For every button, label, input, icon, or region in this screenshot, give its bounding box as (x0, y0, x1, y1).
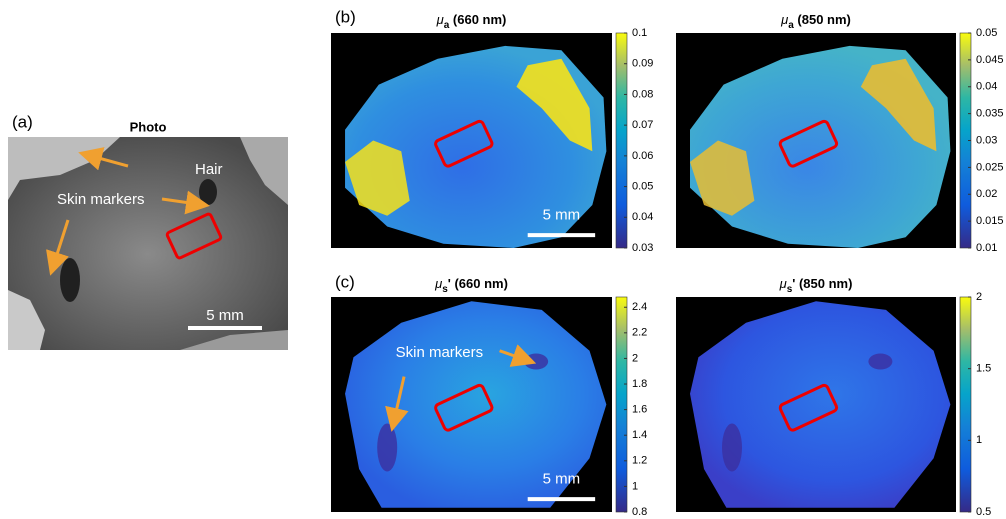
colorbar-tick-label: 0.05 (976, 27, 997, 39)
colorbar-tick-label: 2 (632, 352, 638, 364)
colorbar-tick-label: 1.8 (632, 378, 647, 390)
annotation: Skin markers (57, 191, 145, 208)
title-suffix: (850 nm) (794, 12, 851, 27)
colorbar-tick-label: 0.03 (632, 242, 653, 254)
colorbar-tick-label: 1.6 (632, 404, 647, 416)
marker-spot (868, 354, 892, 370)
figure: (a) Photo Hair Skin markers 5 mm (b) (c)… (0, 0, 1006, 519)
title-symbol: μ (434, 276, 442, 291)
colorbar (616, 297, 627, 512)
colorbar-tick-label: 0.08 (632, 88, 653, 100)
map-title: μs' (850 nm) (779, 276, 853, 294)
colorbar-tick-label: 0.03 (976, 134, 997, 146)
map-title: μa (850 nm) (780, 12, 851, 30)
panel-label: (b) (335, 7, 356, 26)
title-symbol: μ (436, 12, 444, 27)
title-suffix: (660 nm) (449, 12, 506, 27)
colorbar-tick-label: 0.025 (976, 161, 1004, 173)
colorbar-tick-label: 1.5 (976, 363, 991, 375)
colorbar (616, 33, 627, 248)
colorbar-tick-label: 0.02 (976, 188, 997, 200)
colorbar-tick-label: 0.015 (976, 215, 1004, 227)
scale-bar-label: 5 mm (206, 307, 244, 324)
page: (a) Photo Hair Skin markers 5 mm (b) (c)… (0, 0, 1006, 519)
photo (8, 137, 288, 350)
colorbar-tick-label: 0.8 (632, 506, 647, 518)
scale-bar-label: 5 mm (543, 471, 581, 488)
heatmap (676, 33, 956, 248)
colorbar-tick-label: 0.045 (976, 54, 1004, 66)
scale-bar-label: 5 mm (543, 207, 581, 224)
map-title: μs' (660 nm) (434, 276, 508, 294)
title-suffix: ' (660 nm) (448, 276, 508, 291)
colorbar-tick-label: 2.2 (632, 327, 647, 339)
colorbar-tick-label: 1 (976, 434, 982, 446)
marker-spot (722, 424, 742, 472)
colorbar-tick-label: 0.06 (632, 150, 653, 162)
title-symbol: μ (779, 276, 787, 291)
colorbar-tick-label: 0.035 (976, 108, 1004, 120)
colorbar-tick-label: 1 (632, 480, 638, 492)
colorbar-tick-label: 1.4 (632, 429, 647, 441)
colorbar-tick-label: 0.1 (632, 27, 647, 39)
colorbar-tick-label: 1.2 (632, 455, 647, 467)
marker-spot (377, 424, 397, 472)
colorbar-tick-label: 0.09 (632, 58, 653, 70)
colorbar-tick-label: 0.04 (632, 211, 653, 223)
panel-label: (c) (335, 272, 355, 291)
panel-label: (a) (12, 112, 33, 131)
title-symbol: μ (780, 12, 788, 27)
title-suffix: ' (850 nm) (792, 276, 852, 291)
map-title: μa (660 nm) (436, 12, 507, 30)
colorbar-tick-label: 0.01 (976, 242, 997, 254)
annotation: Skin markers (396, 344, 484, 361)
colorbar-tick-label: 2 (976, 291, 982, 303)
colorbar-tick-label: 2.4 (632, 301, 647, 313)
colorbar (960, 297, 971, 512)
heatmap (676, 297, 956, 512)
colorbar-tick-label: 0.5 (976, 506, 991, 518)
annotation: Hair (195, 161, 223, 178)
colorbar-tick-label: 0.07 (632, 119, 653, 131)
panel-title: Photo (130, 119, 167, 134)
colorbar-tick-label: 0.05 (632, 180, 653, 192)
colorbar-tick-label: 0.04 (976, 81, 997, 93)
